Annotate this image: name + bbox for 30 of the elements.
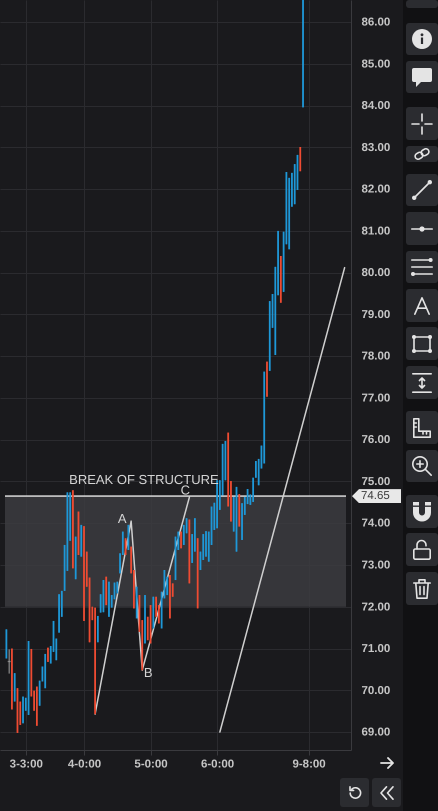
y-tick-label: 85.00 [362,58,390,70]
y-tick-label: 76.00 [362,434,390,446]
y-tick-label: 81.00 [362,225,390,238]
y-tick-label: 80.00 [362,267,390,280]
y-tick-label: 75.00 [362,476,390,488]
y-tick-label: 84.00 [362,100,390,112]
y-tick-label: 82.00 [362,184,390,196]
x-tick-label: 4-0:00 [68,758,102,770]
candlestick [47,647,49,662]
y-tick-label: 74.00 [362,518,390,530]
y-tick-label: 79.00 [362,308,390,321]
y-tick-label: 70.00 [362,684,390,697]
y-tick-label: 72.00 [362,601,390,614]
y-tick-label: 86.00 [362,16,390,29]
line-series [94,496,190,715]
y-tick-label: 83.00 [362,142,390,154]
y-tick-label: 69.00 [362,726,390,739]
x-tick-label: 5-0:00 [134,758,168,770]
x-tick-label: 6-0:00 [200,758,234,770]
y-tick-label: 78.00 [362,350,390,363]
ref-line-label: 74.65 [352,489,401,504]
annotation: A [118,511,127,526]
candlestick [180,531,182,549]
y-tick-label: 71.00 [362,643,390,656]
x-tick-label: 3-3:00 [10,758,43,770]
y-tick-label: 77.00 [362,392,390,404]
candlestick [124,538,126,556]
annotation: B [144,665,153,680]
y-tick-label: 73.00 [362,560,390,572]
x-tick-label: 9-8:00 [292,758,326,770]
